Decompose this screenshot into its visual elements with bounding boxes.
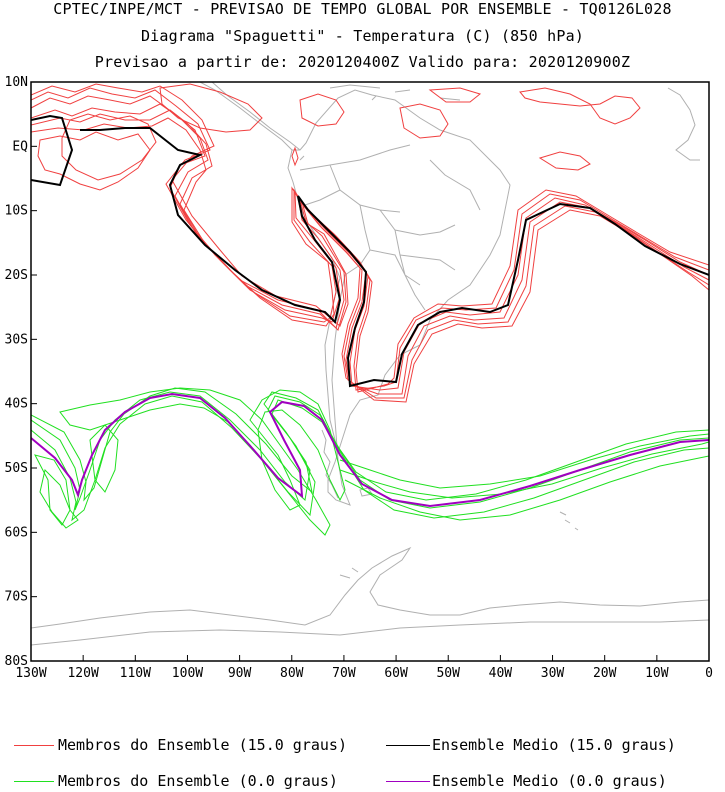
lat-label: 30S <box>5 332 28 347</box>
lon-label: 10W <box>645 666 669 681</box>
legend-label-members-15: Membros do Ensemble (15.0 graus) <box>58 736 347 754</box>
header-subtitle: Diagrama "Spaguetti" - Temperatura (C) (… <box>140 27 585 45</box>
antarctica-coast <box>31 546 709 629</box>
lon-label: 50W <box>436 666 460 681</box>
lon-label: 80W <box>280 666 304 681</box>
lon-labels: 130W 120W 110W 100W 90W 80W 70W 60W 50W 40W 30W 20W… <box>15 666 713 681</box>
lat-label: 10S <box>5 204 28 219</box>
mean-15-line <box>31 114 709 388</box>
map-frame <box>30 81 710 662</box>
mean-0-line <box>31 392 709 508</box>
lon-label: 100W <box>172 666 203 681</box>
lon-label: 70W <box>332 666 356 681</box>
header-title: CPTEC/INPE/MCT - PREVISAO DE TEMPO GLOBA… <box>53 0 672 18</box>
legend-line-members-15 <box>14 745 54 746</box>
lat-label: 70S <box>5 590 28 605</box>
land-outlines <box>31 82 709 646</box>
lon-label: 30W <box>541 666 565 681</box>
axis-ticks <box>30 81 710 662</box>
lat-label: 80S <box>5 654 28 669</box>
lat-labels: 10N EQ 10S 20S 30S 40S 50S 60S 70S 80S <box>5 75 29 669</box>
lon-label: 60W <box>384 666 408 681</box>
lat-label: 50S <box>5 461 28 476</box>
lon-label: 0 <box>705 666 713 681</box>
members-15-lines <box>31 83 709 403</box>
lon-label: 20W <box>593 666 617 681</box>
south-america-coast <box>287 89 511 506</box>
central-america-coast <box>199 82 293 151</box>
lon-label: 130W <box>15 666 46 681</box>
legend-line-mean-0 <box>386 781 430 782</box>
lat-label: 60S <box>5 525 28 540</box>
members-0-lines <box>31 387 709 536</box>
legend-label-mean-15: Ensemble Medio (15.0 graus) <box>432 736 676 754</box>
legend-line-members-0 <box>14 781 54 782</box>
lon-label: 90W <box>228 666 252 681</box>
legend-line-mean-15 <box>386 745 430 746</box>
lon-label: 40W <box>489 666 513 681</box>
lat-label: EQ <box>12 139 28 154</box>
lon-label: 120W <box>67 666 98 681</box>
lon-label: 110W <box>120 666 151 681</box>
lat-label: 10N <box>5 75 28 90</box>
lat-label: 40S <box>5 397 28 412</box>
legend-label-mean-0: Ensemble Medio (0.0 graus) <box>432 772 667 790</box>
legend-label-members-0: Membros do Ensemble (0.0 graus) <box>58 772 338 790</box>
lat-label: 20S <box>5 268 28 283</box>
header-dates: Previsao a partir de: 2020120400Z Valido… <box>94 53 631 71</box>
